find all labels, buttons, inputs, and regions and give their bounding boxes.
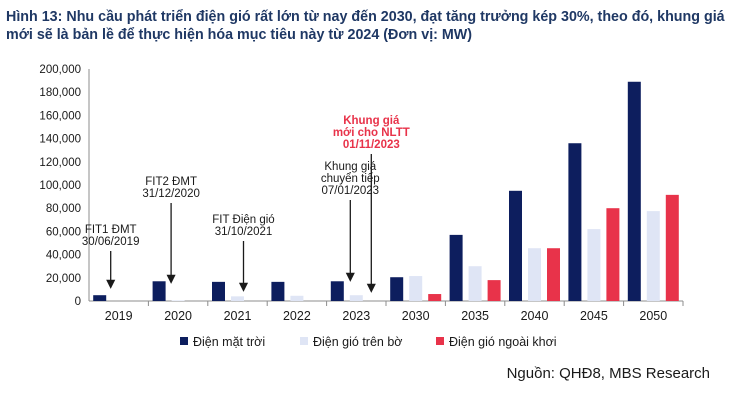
bar bbox=[606, 208, 619, 301]
annotation-label: 30/06/2019 bbox=[82, 236, 140, 248]
y-tick-label: 60,000 bbox=[46, 226, 81, 238]
bar bbox=[428, 294, 441, 301]
bar bbox=[350, 295, 363, 301]
y-tick-label: 200,000 bbox=[39, 64, 81, 76]
bar bbox=[528, 248, 541, 301]
y-tick-label: 120,000 bbox=[39, 157, 81, 169]
bar bbox=[450, 235, 463, 301]
bar bbox=[568, 143, 581, 301]
bar bbox=[666, 195, 679, 301]
bar-chart: 0 20,000 40,000 60,000 80,000 100,000 120,000 1… bbox=[0, 0, 735, 400]
legend-label: Điện gió trên bờ bbox=[313, 335, 403, 349]
bar bbox=[647, 211, 660, 301]
legend-swatch bbox=[300, 337, 308, 345]
bar bbox=[153, 281, 166, 301]
source-note: Nguồn: QHĐ8, MBS Research bbox=[507, 365, 710, 382]
y-tick-label: 180,000 bbox=[39, 87, 81, 99]
legend-label: Điện mặt trời bbox=[193, 335, 265, 349]
y-tick-label: 40,000 bbox=[46, 250, 81, 262]
y-tick-label: 20,000 bbox=[46, 273, 81, 285]
bar bbox=[409, 276, 422, 301]
annotation-label: FIT1 ĐMT bbox=[85, 224, 137, 236]
x-tick-label: 2021 bbox=[224, 309, 252, 323]
bar bbox=[587, 229, 600, 301]
x-tick-label: 2040 bbox=[521, 309, 549, 323]
annotation-label: FIT2 ĐMT bbox=[145, 176, 197, 188]
bar bbox=[172, 300, 185, 301]
annotation-label: Khung giá bbox=[324, 161, 376, 173]
x-tick-label: 2022 bbox=[283, 309, 311, 323]
y-tick-label: 80,000 bbox=[46, 203, 81, 215]
bar bbox=[469, 266, 482, 301]
x-tick-label: 2045 bbox=[580, 309, 608, 323]
bar bbox=[628, 82, 641, 301]
y-tick-label: 0 bbox=[75, 296, 81, 308]
bar bbox=[212, 282, 225, 301]
annotation-label: 31/10/2021 bbox=[215, 226, 273, 238]
x-tick-label: 2020 bbox=[164, 309, 192, 323]
legend-swatch bbox=[180, 337, 188, 345]
y-tick-label: 160,000 bbox=[39, 110, 81, 122]
bar bbox=[488, 280, 501, 301]
x-tick-label: 2023 bbox=[342, 309, 370, 323]
bar bbox=[231, 296, 244, 301]
y-tick-label: 140,000 bbox=[39, 134, 81, 146]
legend-label: Điện gió ngoài khơi bbox=[449, 335, 557, 349]
bar bbox=[271, 282, 284, 301]
x-tick-label: 2019 bbox=[105, 309, 133, 323]
annotation-label: 31/12/2020 bbox=[142, 188, 200, 200]
y-tick-label: 100,000 bbox=[39, 180, 81, 192]
annotation-label: 01/11/2023 bbox=[343, 139, 400, 151]
bar bbox=[509, 191, 522, 301]
annotation-label: mới cho NLTT bbox=[333, 127, 410, 139]
legend-swatch bbox=[436, 337, 444, 345]
bar bbox=[331, 281, 344, 301]
bar bbox=[290, 296, 303, 301]
annotation-label: FIT Điện gió bbox=[212, 214, 274, 226]
bar bbox=[547, 248, 560, 301]
x-tick-label: 2035 bbox=[461, 309, 489, 323]
annotation-label: 07/01/2023 bbox=[322, 185, 380, 197]
annotation-label: Khung giá bbox=[343, 115, 400, 127]
bar bbox=[93, 295, 106, 301]
bar bbox=[390, 277, 403, 301]
x-tick-label: 2050 bbox=[639, 309, 667, 323]
x-tick-label: 2030 bbox=[402, 309, 430, 323]
